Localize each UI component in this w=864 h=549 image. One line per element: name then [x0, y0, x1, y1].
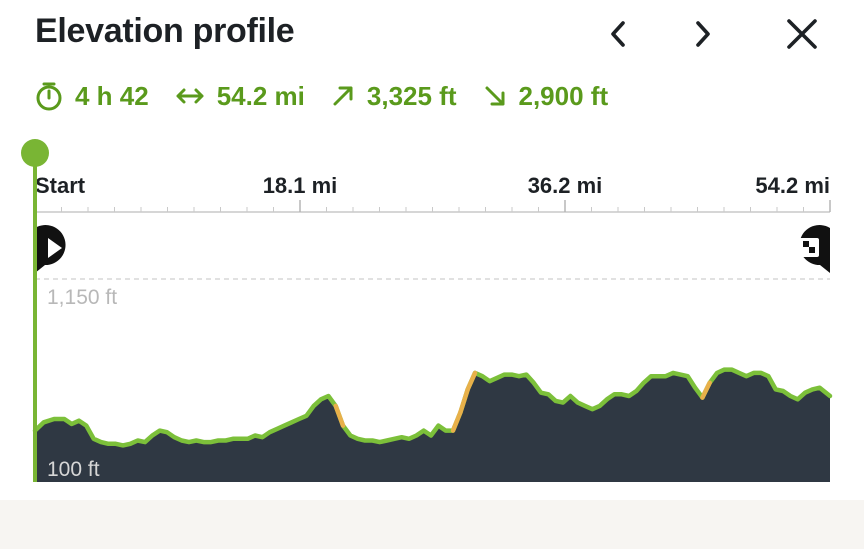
position-scrubber-handle[interactable] [21, 139, 49, 167]
elevation-area [35, 369, 830, 482]
descent-value: 2,900 ft [518, 80, 609, 111]
close-button[interactable] [782, 14, 822, 54]
steep-segment [465, 370, 478, 392]
duration-stat: 4 h 42 [35, 81, 149, 112]
finish-flag-marker-icon[interactable] [798, 225, 830, 273]
chevron-right-icon [696, 21, 710, 47]
horizontal-arrows-icon [175, 86, 205, 106]
steep-segment [700, 380, 712, 400]
steep-segment [458, 387, 470, 415]
x-tick-label: Start [35, 173, 86, 198]
steep-segment [333, 403, 346, 428]
steep-segments [333, 370, 712, 433]
close-icon [787, 19, 817, 49]
previous-button[interactable] [598, 14, 638, 54]
distance-value: 54.2 mi [216, 80, 305, 111]
x-tick-label: 54.2 mi [755, 173, 830, 198]
arrow-down-right-icon [483, 84, 507, 108]
chevron-left-icon [611, 21, 625, 47]
y-tick-label-bottom: 100 ft [47, 458, 100, 481]
elevation-chart-svg: Start 18.1 mi 36.2 mi 54.2 mi 1,150 ft 100 … [21, 139, 833, 482]
arrow-up-right-icon [331, 84, 355, 108]
distance-stat: 54.2 mi [175, 81, 305, 112]
x-tick-label: 36.2 mi [528, 173, 603, 198]
play-marker-icon[interactable] [35, 225, 66, 273]
duration-value: 4 h 42 [75, 80, 149, 111]
y-tick-label-top: 1,150 ft [47, 286, 117, 309]
x-axis-labels: Start 18.1 mi 36.2 mi 54.2 mi [34, 173, 831, 212]
ascent-stat: 3,325 ft [331, 81, 457, 112]
descent-stat: 2,900 ft [483, 80, 609, 112]
header: Elevation profile [0, 0, 864, 70]
next-button[interactable] [683, 14, 723, 54]
x-tick-label: 18.1 mi [263, 173, 338, 198]
tour-stats: 4 h 42 54.2 mi 3,325 ft 2,900 ft [35, 80, 634, 112]
stopwatch-icon [35, 81, 63, 111]
bottom-panel [0, 500, 864, 549]
ascent-value: 3,325 ft [366, 80, 457, 111]
page-title: Elevation profile [35, 12, 295, 50]
steep-segment [450, 410, 463, 433]
elevation-chart[interactable]: Start 18.1 mi 36.2 mi 54.2 mi 1,150 ft 100 … [0, 130, 864, 485]
x-axis-minor-ticks [61, 207, 804, 212]
elevation-line [32, 367, 833, 448]
